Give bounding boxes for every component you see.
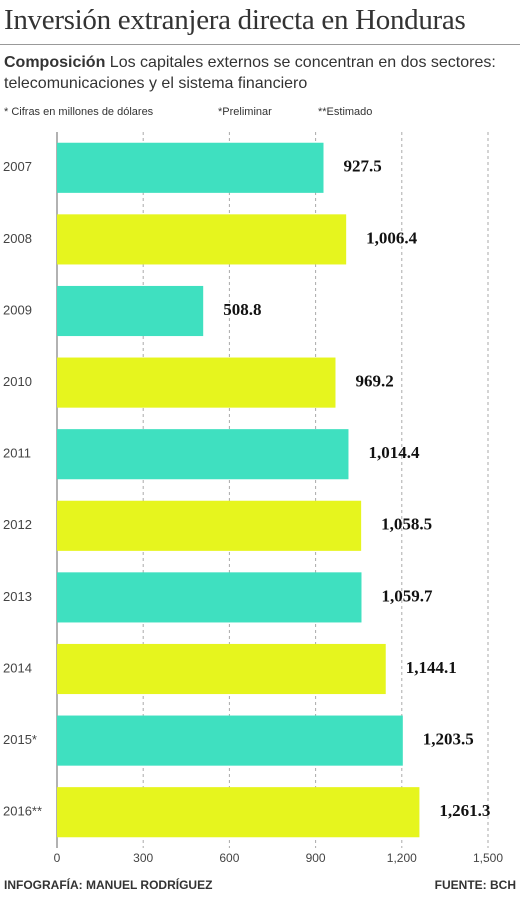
note: **Estimado (318, 106, 373, 118)
title-rule (0, 44, 520, 45)
note: *Preliminar (218, 106, 272, 118)
y-tick-label: 2015* (3, 732, 37, 747)
chart-title: Inversión extranjera directa en Honduras (4, 4, 466, 36)
y-tick-label: 2008 (3, 231, 32, 246)
value-label: 1,203.5 (423, 730, 474, 749)
bar (57, 285, 204, 337)
y-tick-label: 2014 (3, 660, 32, 675)
value-label: 1,059.7 (381, 586, 433, 605)
bar (57, 357, 336, 408)
bar (57, 787, 420, 838)
note: * Cifras en millones de dólares (4, 106, 154, 118)
y-tick-label: 2012 (3, 517, 32, 532)
source: FUENTE: BCH (434, 878, 516, 892)
x-tick-label: 300 (133, 851, 153, 865)
y-tick-label: 2010 (3, 374, 32, 389)
subtitle: Composición Los capitales externos se co… (4, 52, 509, 94)
y-tick-label: 2009 (3, 302, 32, 317)
y-tick-label: 2011 (3, 446, 31, 461)
x-tick-label: 0 (54, 851, 61, 865)
value-label: 508.8 (223, 300, 261, 319)
credit: INFOGRAFÍA: MANUEL RODRÍGUEZ (4, 878, 213, 892)
value-label: 1,144.1 (406, 658, 457, 677)
value-label: 1,261.3 (439, 801, 490, 820)
bar (57, 572, 362, 623)
bar (57, 142, 324, 193)
value-label: 969.2 (355, 372, 393, 391)
value-label: 1,014.4 (368, 443, 420, 462)
value-label: 927.5 (344, 157, 382, 176)
bar (57, 429, 349, 480)
bar (57, 715, 403, 766)
bar (57, 214, 347, 265)
x-tick-label: 1,200 (387, 851, 417, 865)
bar (57, 643, 386, 695)
y-tick-label: 2013 (3, 589, 32, 604)
y-tick-label: 2007 (3, 159, 32, 174)
bar (57, 500, 362, 551)
subtitle-label: Composición (4, 54, 106, 71)
value-label: 1,006.4 (366, 228, 418, 247)
x-tick-label: 900 (306, 851, 326, 865)
value-label: 1,058.5 (381, 515, 432, 534)
x-tick-label: 1,500 (473, 851, 503, 865)
y-tick-label: 2016** (3, 804, 42, 819)
x-tick-label: 600 (219, 851, 239, 865)
subtitle-text: Los capitales externos se concentran en … (4, 54, 496, 92)
